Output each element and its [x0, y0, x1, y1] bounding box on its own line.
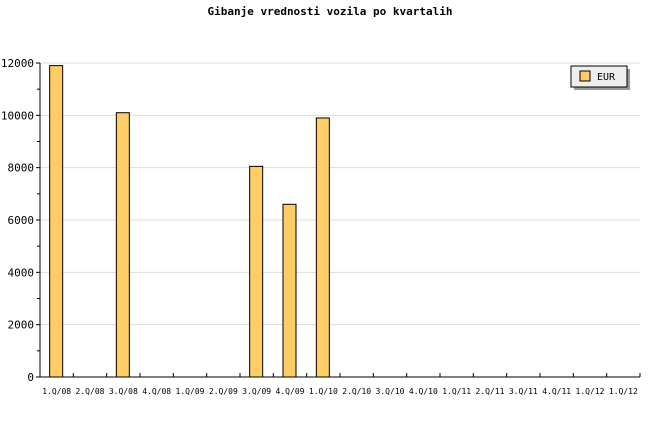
x-tick-label: 3.Q/11: [509, 387, 538, 396]
x-tick-label: 4.Q/10: [409, 387, 438, 396]
x-tick-label: 3.Q/09: [242, 387, 271, 396]
bar: [315, 117, 330, 378]
bar: [249, 165, 264, 378]
x-tick-label: 4.Q/11: [542, 387, 571, 396]
y-tick-label: 0: [27, 371, 34, 384]
x-tick-label: 3.Q/08: [109, 387, 138, 396]
x-tick-label: 1.Q/12: [576, 387, 605, 396]
y-tick-label: 12000: [1, 57, 34, 70]
bar: [282, 203, 297, 378]
bar: [115, 112, 130, 378]
x-tick-label: 2.Q/08: [76, 387, 105, 396]
y-tick-label: 2000: [8, 319, 35, 332]
x-tick-label: 4.Q/08: [142, 387, 171, 396]
legend-swatch: [579, 70, 591, 82]
y-tick-label: 6000: [8, 214, 35, 227]
y-tick-label: 8000: [8, 162, 35, 175]
x-tick-label: 2.Q/11: [476, 387, 505, 396]
x-tick-label: 2.Q/09: [209, 387, 238, 396]
bar: [49, 65, 64, 378]
x-tick-label: 3.Q/10: [376, 387, 405, 396]
x-tick-label: 1.Q/09: [176, 387, 205, 396]
x-tick-label: 1.Q/08: [42, 387, 71, 396]
y-tick-label: 10000: [1, 109, 34, 122]
x-tick-label: 4.Q/09: [276, 387, 305, 396]
x-tick-label: 1.Q/10: [309, 387, 338, 396]
y-tick-label: 4000: [8, 266, 35, 279]
x-tick-label: 2.Q/10: [342, 387, 371, 396]
chart-title: Gibanje vrednosti vozila po kvartalih: [207, 5, 452, 18]
x-tick-label: 1.Q/11: [442, 387, 471, 396]
x-tick-label: 1.Q/12: [609, 387, 638, 396]
legend-label: EUR: [597, 72, 616, 83]
